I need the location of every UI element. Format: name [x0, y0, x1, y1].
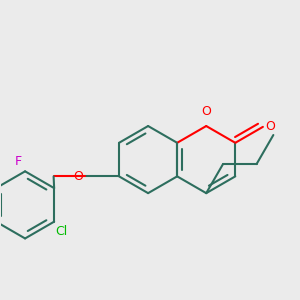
Text: O: O: [73, 170, 83, 183]
Text: Cl: Cl: [56, 225, 68, 238]
Text: F: F: [15, 155, 22, 168]
Text: O: O: [201, 105, 211, 118]
Text: O: O: [266, 120, 275, 134]
